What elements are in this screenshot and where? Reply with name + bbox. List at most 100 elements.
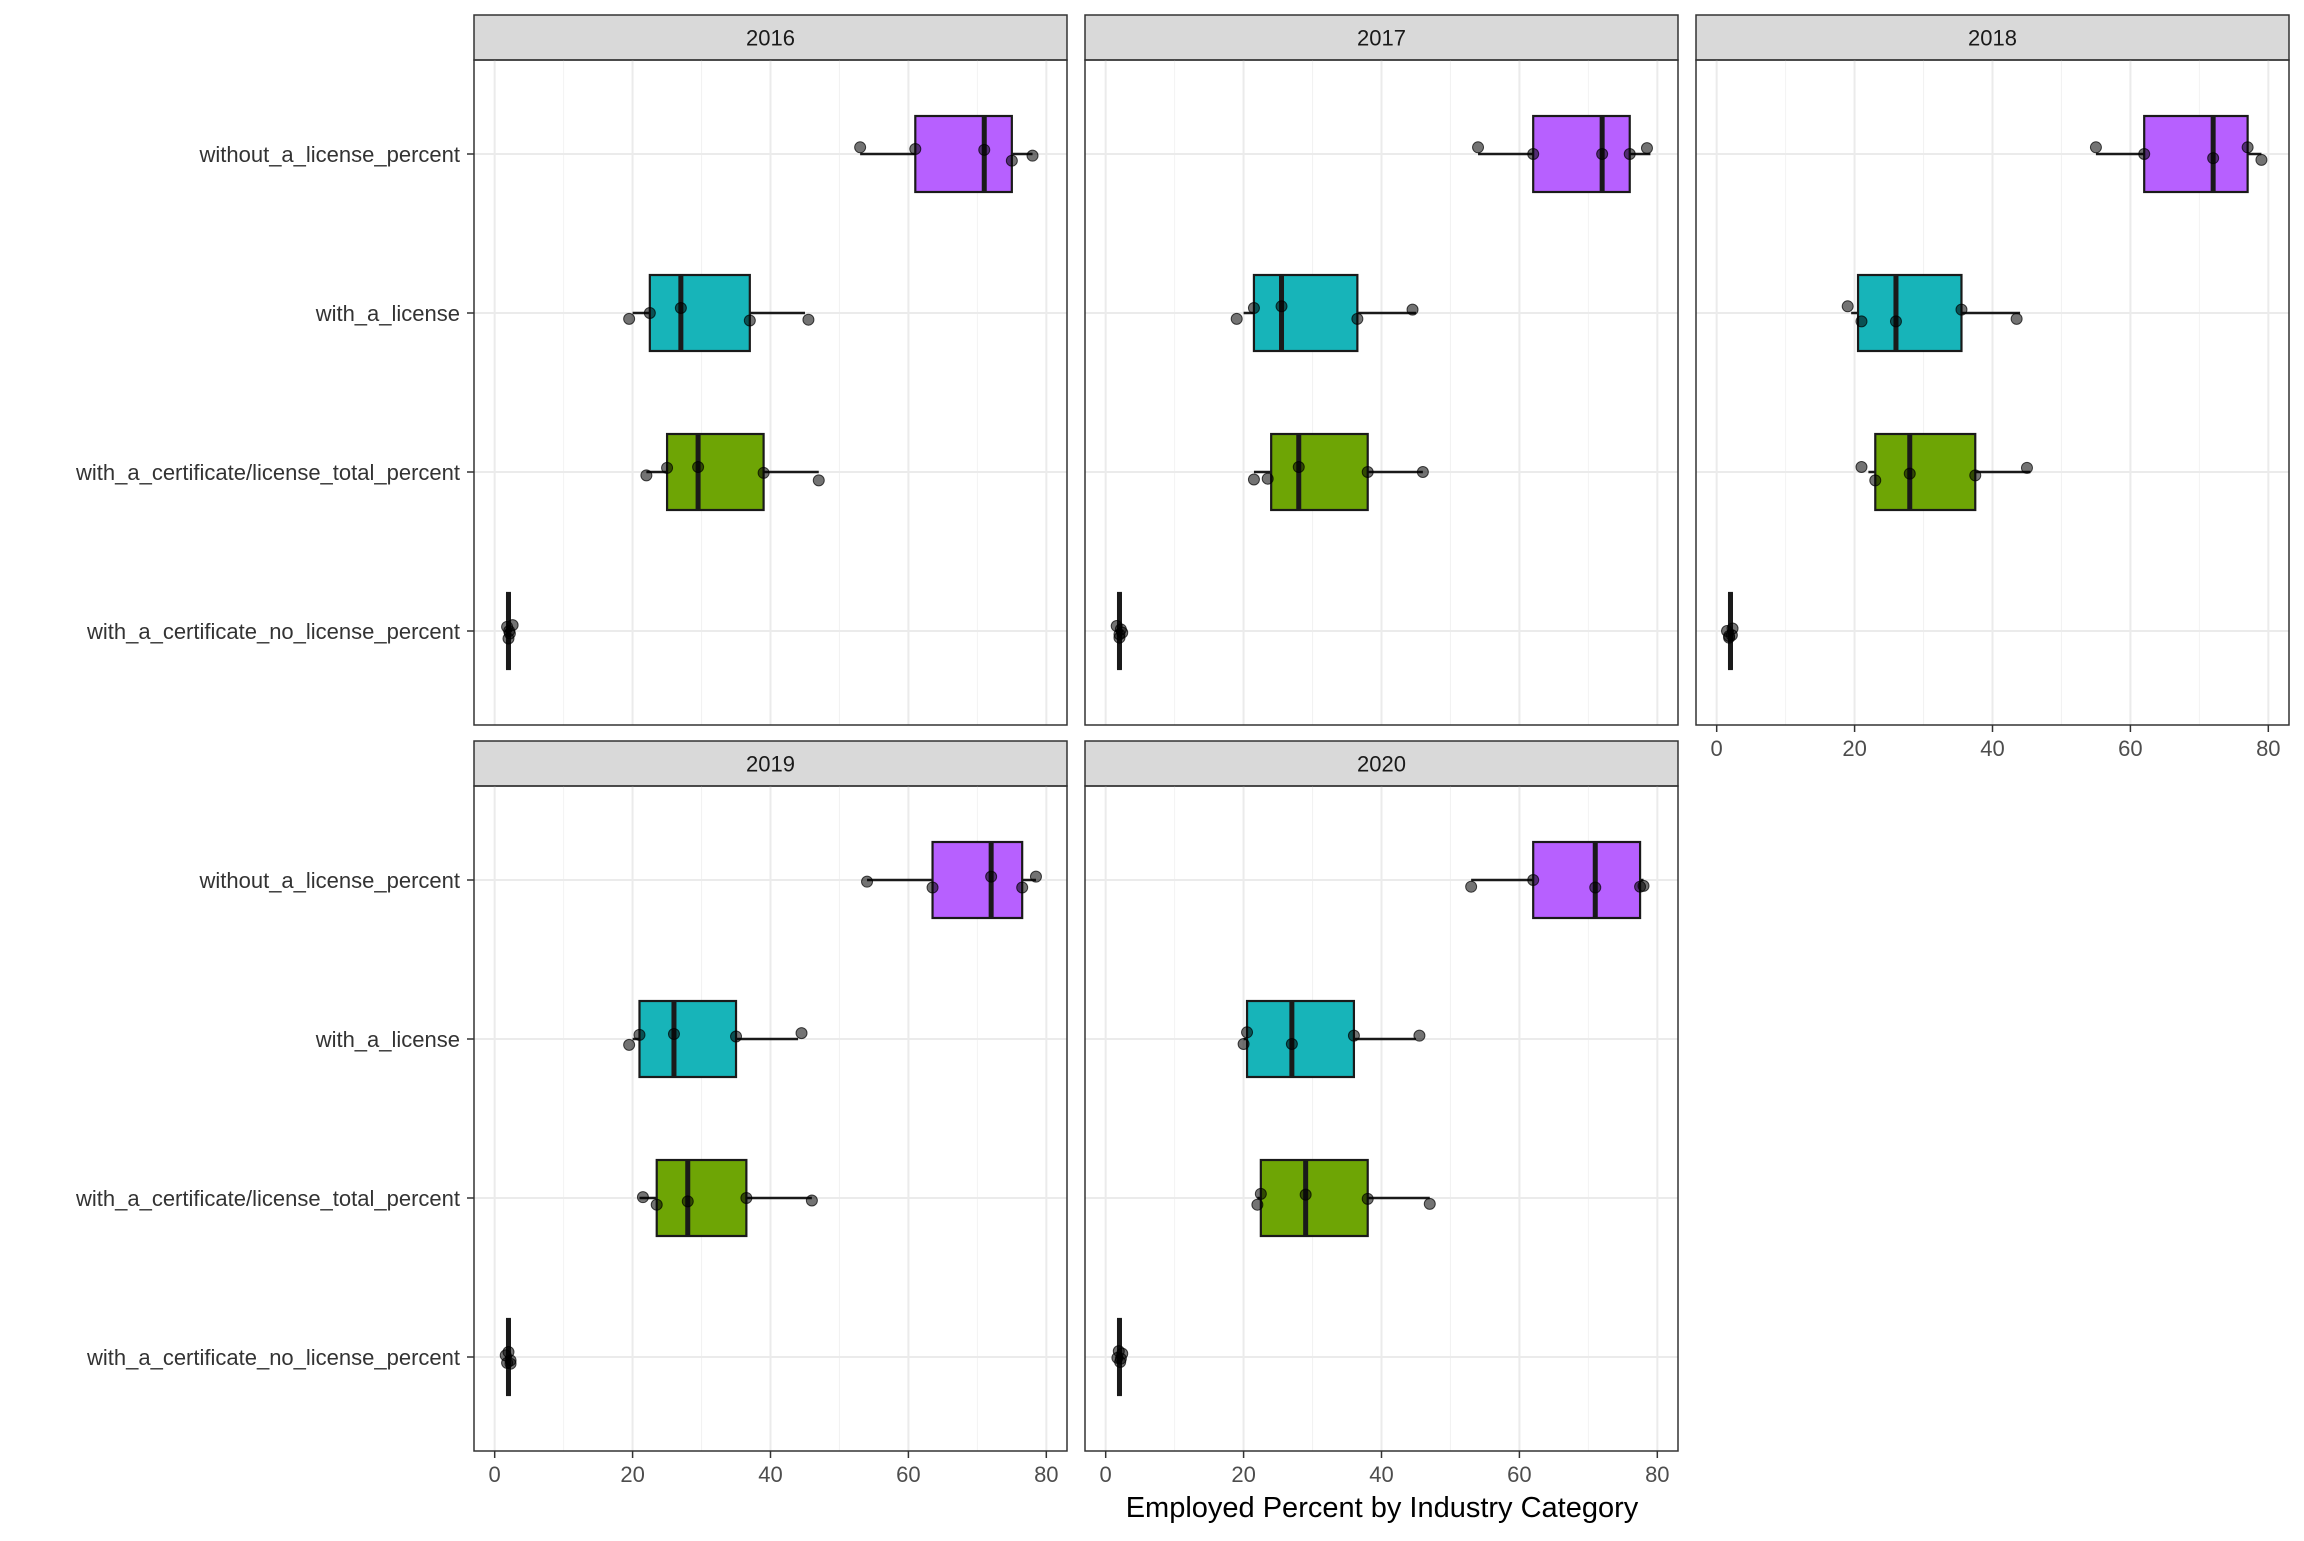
panel-2019-without-a-license-percent-point-1 xyxy=(861,875,874,888)
panel-2017-without-a-license-percent-point-5 xyxy=(1640,142,1653,155)
panel-2018-with-a-license-point-4 xyxy=(1955,303,1968,316)
panel-2016-with-a-certificate-license-total-percent-point-2 xyxy=(661,461,674,474)
panel-2020-without-a-license-percent-point-3 xyxy=(1589,881,1602,894)
panel-2017-without-a-license-percent-box xyxy=(1532,114,1631,194)
panel-2016-with-a-license-point-2 xyxy=(643,307,656,319)
panel-2019-xtick-label-20: 20 xyxy=(620,1462,644,1487)
panel-2018-with-a-certificate-license-total-percent-point-4 xyxy=(1969,469,1982,482)
panel-2020-without-a-license-percent-point-5 xyxy=(1637,879,1650,892)
panel-2018-xtick-label-60: 60 xyxy=(2118,736,2142,761)
panel-2017-with-a-certificate-no-license-percent-point-5 xyxy=(1113,628,1126,641)
panel-2016-with-a-license-point-4 xyxy=(743,314,756,327)
panel-2016-ytick-label-with-a-certificate-no-license-percent: with_a_certificate_no_license_percent xyxy=(86,619,460,644)
panel-2019-with-a-license-point-2 xyxy=(633,1028,646,1041)
panel-2016-with-a-certificate-license-total-percent-box xyxy=(665,432,765,512)
panel-2016-strip xyxy=(473,14,1068,61)
panel-2017-with-a-license-point-3 xyxy=(1275,300,1288,313)
panel-2020-xtick-label-0: 0 xyxy=(1100,1462,1112,1487)
panel-2016-without-a-license-percent-point-3 xyxy=(978,143,991,156)
panel-2018-without-a-license-percent-point-3 xyxy=(2207,152,2220,165)
panel-2019-with-a-certificate-no-license-percent-point-5 xyxy=(504,1357,517,1370)
panel-2019-xtick-label-0: 0 xyxy=(489,1462,501,1487)
panel-2020-with-a-certificate-license-total-percent-point-3 xyxy=(1299,1188,1312,1201)
panel-2016-without-a-license-percent-point-2 xyxy=(909,142,922,155)
panel-2019-with-a-license-point-5 xyxy=(795,1027,808,1040)
panel-2018-with-a-certificate-license-total-percent-point-3 xyxy=(1903,467,1916,480)
panel-2016-with-a-certificate-license-total-percent-point-4 xyxy=(757,466,770,479)
panel-2019-ytick-label-with-a-license: with_a_license xyxy=(315,1027,460,1052)
panel-2018-without-a-license-percent-point-5 xyxy=(2255,153,2268,166)
panel-2016-with-a-certificate-license-total-percent-point-5 xyxy=(812,474,825,487)
panel-2017-with-a-license-point-2 xyxy=(1247,301,1260,314)
panel-2016-with-a-certificate-no-license-percent-point-5 xyxy=(503,627,516,640)
panel-2020-with-a-certificate-license-total-percent-point-1 xyxy=(1251,1198,1264,1211)
panel-2019-with-a-license-point-3 xyxy=(667,1027,680,1040)
panel-2017-with-a-certificate-license-total-percent-point-1 xyxy=(1247,473,1260,486)
panel-2018-with-a-certificate-license-total-percent-box xyxy=(1874,432,1977,512)
panel-2018-without-a-license-percent-point-1 xyxy=(2089,141,2102,154)
panel-2017-with-a-certificate-license-total-percent-point-3 xyxy=(1292,460,1305,473)
panel-2016-without-a-license-percent-point-4 xyxy=(1005,154,1018,167)
panel-2018-with-a-license-point-2 xyxy=(1855,315,1868,328)
panel-2019-without-a-license-percent-point-5 xyxy=(1029,870,1042,883)
panel-2020-xtick-label-60: 60 xyxy=(1507,1462,1531,1487)
panel-2020-strip-label: 2020 xyxy=(1357,752,1406,777)
panel-2016-with-a-license-point-5 xyxy=(802,313,815,326)
panel-2020-with-a-license-point-5 xyxy=(1413,1029,1426,1042)
panel-2016-with-a-license-box xyxy=(648,273,751,353)
panel-2020-xtick-label-40: 40 xyxy=(1369,1462,1393,1487)
panel-2019-ytick-label-with-a-certificate-license-total-percent: with_a_certificate/license_total_percent xyxy=(75,1186,460,1211)
panel-2020-with-a-certificate-license-total-percent-point-5 xyxy=(1423,1197,1436,1210)
panel-2019-with-a-certificate-license-total-percent-point-1 xyxy=(636,1191,649,1204)
panel-2018-without-a-license-percent-point-2 xyxy=(2138,148,2151,160)
panel-2017-with-a-license-point-4 xyxy=(1351,312,1364,325)
panel-2019-with-a-certificate-license-total-percent-point-4 xyxy=(740,1192,753,1204)
panel-2017-with-a-certificate-license-total-percent-point-5 xyxy=(1416,466,1429,478)
panel-2020-with-a-certificate-no-license-percent-point-5 xyxy=(1114,1352,1127,1365)
panel-2018-with-a-license-point-1 xyxy=(1841,300,1854,313)
panel-2017-without-a-license-percent-point-4 xyxy=(1623,148,1636,160)
panel-2017-border xyxy=(1084,59,1679,726)
panel-2017-with-a-license-box xyxy=(1252,273,1359,353)
panel-2019-without-a-license-percent-point-2 xyxy=(926,881,939,894)
panel-2016-ytick-label-with-a-license: with_a_license xyxy=(315,301,460,326)
panel-2016-without-a-license-percent-point-5 xyxy=(1026,149,1039,162)
panel-2017-with-a-license-point-1 xyxy=(1230,312,1243,325)
panel-2017-strip-label: 2017 xyxy=(1357,26,1406,51)
panel-2016-with-a-certificate-license-total-percent-point-1 xyxy=(640,469,653,482)
panel-2019-ytick-label-with-a-certificate-no-license-percent: with_a_certificate_no_license_percent xyxy=(86,1345,460,1370)
panel-2019-without-a-license-percent-point-4 xyxy=(1016,881,1029,894)
panel-2019-with-a-certificate-license-total-percent-box xyxy=(655,1158,748,1238)
panel-2020-xtick-label-20: 20 xyxy=(1231,1462,1255,1487)
panel-2020-with-a-license-point-1 xyxy=(1237,1038,1250,1051)
panel-2018-with-a-license-point-3 xyxy=(1889,315,1902,328)
panel-2020-with-a-license-point-2 xyxy=(1241,1026,1254,1039)
panel-2018-without-a-license-percent-box xyxy=(2143,114,2249,194)
panel-2018-with-a-certificate-license-total-percent-point-1 xyxy=(1855,460,1868,473)
panel-2016-without-a-license-percent-point-1 xyxy=(854,141,867,154)
panel-2016-with-a-certificate-license-total-percent-point-3 xyxy=(692,460,705,473)
panel-2020-without-a-license-percent-box xyxy=(1532,840,1642,920)
panel-2017-with-a-license-point-5 xyxy=(1406,303,1419,316)
panel-2020-xtick-label-80: 80 xyxy=(1645,1462,1669,1487)
panel-2017-without-a-license-percent-point-2 xyxy=(1527,148,1540,160)
panel-2019-xtick-label-80: 80 xyxy=(1034,1462,1058,1487)
panel-2019-with-a-license-box xyxy=(638,999,738,1079)
panel-2020-with-a-license-point-3 xyxy=(1285,1038,1298,1051)
panel-2019-strip-label: 2019 xyxy=(746,752,795,777)
panel-2017-strip xyxy=(1084,14,1679,61)
panel-2020-without-a-license-percent-point-2 xyxy=(1527,874,1540,886)
panel-2017-with-a-certificate-license-total-percent-point-2 xyxy=(1261,472,1274,485)
panel-2020-with-a-certificate-license-total-percent-point-4 xyxy=(1361,1192,1374,1205)
panel-2019-xtick-label-60: 60 xyxy=(896,1462,920,1487)
panel-2017-without-a-license-percent-point-3 xyxy=(1596,148,1609,160)
panel-2020-with-a-certificate-license-total-percent-point-2 xyxy=(1254,1187,1267,1200)
panel-2018-xtick-label-80: 80 xyxy=(2256,736,2280,761)
panel-2019-with-a-certificate-license-total-percent-point-3 xyxy=(681,1195,694,1208)
panel-2018-with-a-license-box xyxy=(1856,273,1963,353)
panel-2019-without-a-license-percent-point-3 xyxy=(985,870,998,883)
panel-2018-with-a-certificate-license-total-percent-point-5 xyxy=(2020,461,2033,474)
panel-2019-xtick-label-40: 40 xyxy=(758,1462,782,1487)
